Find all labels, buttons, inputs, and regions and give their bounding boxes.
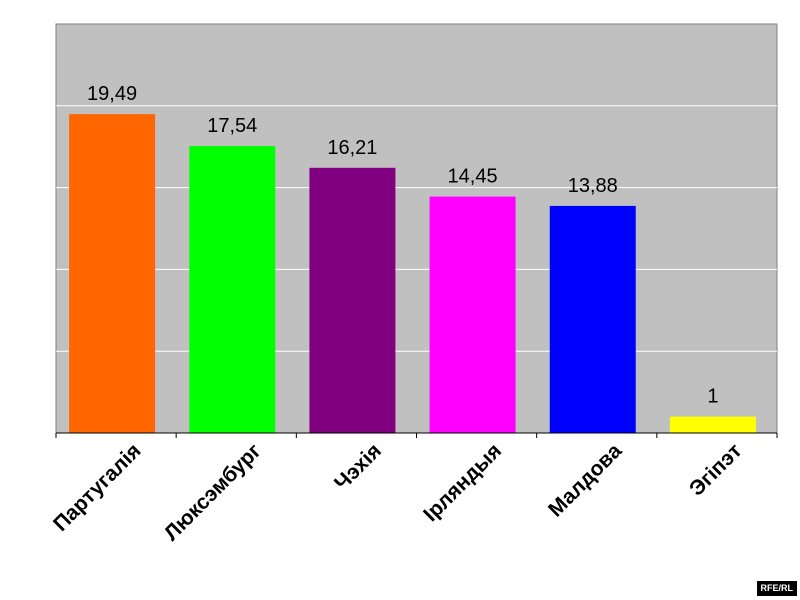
bar xyxy=(669,416,756,433)
bar xyxy=(549,205,636,433)
x-axis-ticks xyxy=(55,433,778,438)
category-labels: Партугалія Люксэмбург Чэхія Ірляндыя Малдова… xyxy=(49,439,746,545)
category-label: Партугалія xyxy=(49,439,146,536)
bar xyxy=(429,196,516,433)
value-labels: 19,49 17,54 16,21 14,45 13,88 1 xyxy=(87,83,718,407)
value-label: 16,21 xyxy=(327,137,377,159)
plot-area xyxy=(55,23,778,434)
bars xyxy=(69,114,756,434)
bar xyxy=(69,114,156,433)
category-label: Малдова xyxy=(544,439,626,521)
bar xyxy=(189,146,276,433)
bar xyxy=(309,167,396,434)
value-label: 13,88 xyxy=(568,175,618,197)
category-label: Люксэмбург xyxy=(160,439,266,545)
value-label: 17,54 xyxy=(207,115,257,137)
category-label: Ірляндыя xyxy=(419,439,506,526)
value-label: 1 xyxy=(707,386,718,408)
category-label: Эгіпэт xyxy=(685,439,746,500)
rferl-badge: RFE/RL xyxy=(756,581,797,596)
value-label: 14,45 xyxy=(448,166,498,188)
value-label: 19,49 xyxy=(87,83,137,105)
gridlines xyxy=(56,105,777,352)
category-label: Чэхія xyxy=(330,439,386,495)
